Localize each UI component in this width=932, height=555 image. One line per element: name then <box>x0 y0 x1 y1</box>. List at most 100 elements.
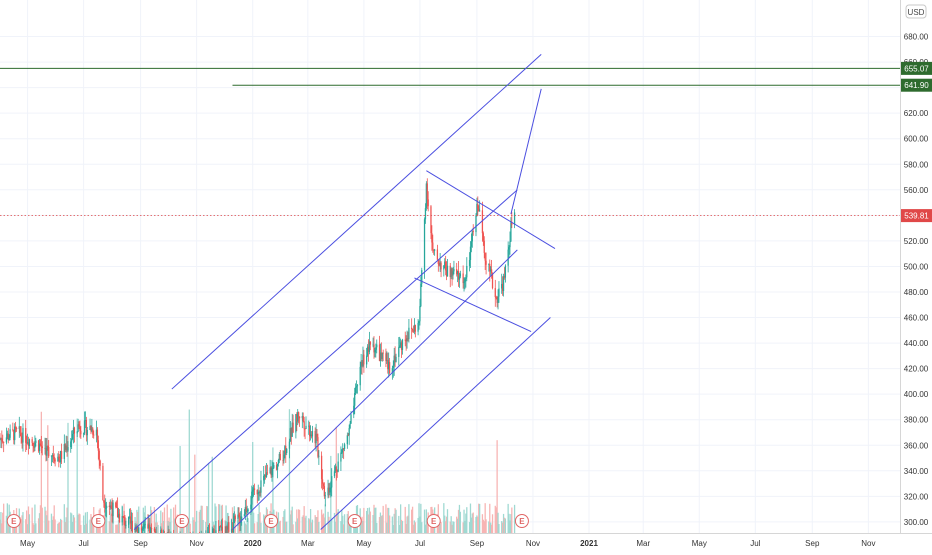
candle-body <box>388 362 390 370</box>
volume-bar <box>78 513 80 533</box>
volume-bar <box>468 522 471 533</box>
volume-bar <box>296 509 298 533</box>
candle-body <box>19 426 21 434</box>
candle-body <box>286 448 288 454</box>
volume-bar <box>28 514 31 533</box>
volume-bar <box>205 521 207 533</box>
volume-bar <box>494 505 496 533</box>
volume-bar <box>488 521 490 533</box>
candle-body <box>391 368 394 374</box>
volume-bar <box>367 514 370 533</box>
candle-body <box>475 215 477 233</box>
candle-body <box>121 516 123 523</box>
price-tick-label: 560.00 <box>904 186 929 195</box>
candle-body <box>276 463 279 470</box>
volume-bar <box>59 522 61 533</box>
candle-body <box>60 451 63 459</box>
candle-body <box>322 483 325 487</box>
candle-body <box>298 416 301 419</box>
candle-body <box>150 528 152 536</box>
candle-body <box>393 355 395 366</box>
time-tick-label: 2021 <box>580 539 598 548</box>
candle-body <box>337 461 339 472</box>
volume-bar <box>259 512 261 533</box>
horizontal-levels[interactable] <box>0 67 900 216</box>
candle-body <box>330 487 332 489</box>
candle-body <box>125 524 127 527</box>
price-tick-label: 500.00 <box>904 262 929 271</box>
candle-body <box>58 456 60 459</box>
volume-bar <box>481 514 484 533</box>
volume-bar <box>438 521 440 533</box>
volume-bar <box>187 521 190 533</box>
candle-body <box>238 514 240 517</box>
volume-bar <box>82 515 85 533</box>
candle-body <box>335 467 337 472</box>
time-tick-label: Mar <box>301 539 315 548</box>
candle-body <box>459 273 462 277</box>
candle-body <box>46 445 48 456</box>
volume-bar <box>33 524 35 533</box>
candle-body <box>111 508 113 517</box>
candle-body <box>7 433 9 440</box>
candle-body <box>462 273 464 284</box>
candle-body <box>309 434 312 437</box>
candle-body <box>78 424 80 427</box>
volume-bar <box>475 516 477 533</box>
candle-body <box>252 489 254 492</box>
volume-bar <box>457 509 460 533</box>
earnings-marker <box>426 514 441 528</box>
volume-bar <box>65 517 67 533</box>
candle-body <box>327 487 329 496</box>
volume-bar <box>366 507 369 533</box>
volume-bar <box>214 503 216 533</box>
candle-body <box>446 265 449 277</box>
volume-bar <box>392 524 394 533</box>
volume-bar <box>504 518 507 533</box>
volume-bar <box>414 522 416 533</box>
volume-bar <box>380 516 382 533</box>
earnings-marker-label: E <box>11 517 17 526</box>
volume-bar <box>340 521 342 533</box>
trend-lines[interactable] <box>133 54 556 530</box>
candle-body <box>458 276 461 280</box>
candle-body <box>92 428 94 435</box>
candle-body <box>363 354 365 365</box>
candle-body <box>228 522 230 532</box>
volume-bar <box>311 519 314 533</box>
candle-body <box>421 270 423 284</box>
volume-bar <box>399 504 402 533</box>
candle-body <box>141 528 144 531</box>
candle-body <box>343 444 346 449</box>
candle-body <box>368 341 371 352</box>
trend-line-channel-upper <box>171 54 542 390</box>
volume-bar <box>163 507 166 533</box>
candle-body <box>1 438 3 442</box>
candle-body <box>39 443 42 446</box>
candle-body <box>246 511 248 513</box>
currency-badge[interactable]: USD <box>905 4 927 19</box>
candle-body <box>328 487 330 493</box>
candle-body <box>237 514 239 520</box>
time-axis[interactable]: May Jul Sep Nov 2020 Mar May Jul Sep Nov 2021 Mar Ma… <box>0 533 932 550</box>
volume-bar <box>459 511 462 533</box>
volume-bar <box>503 517 506 533</box>
time-tick-label: May <box>20 539 35 548</box>
volume-bar <box>391 516 394 533</box>
candle-body <box>348 428 350 436</box>
volume-bar <box>215 506 217 533</box>
volume-bar <box>341 509 343 533</box>
candle-body <box>137 527 139 534</box>
volume-bar <box>91 517 93 533</box>
candle-body <box>494 288 496 297</box>
candlesticks[interactable] <box>0 178 516 555</box>
price-label-tag <box>901 61 932 75</box>
candle-body <box>71 438 73 442</box>
volume-bar <box>117 519 120 533</box>
volume-bar <box>246 518 248 533</box>
candle-body <box>424 208 427 220</box>
candle-body <box>260 480 262 493</box>
